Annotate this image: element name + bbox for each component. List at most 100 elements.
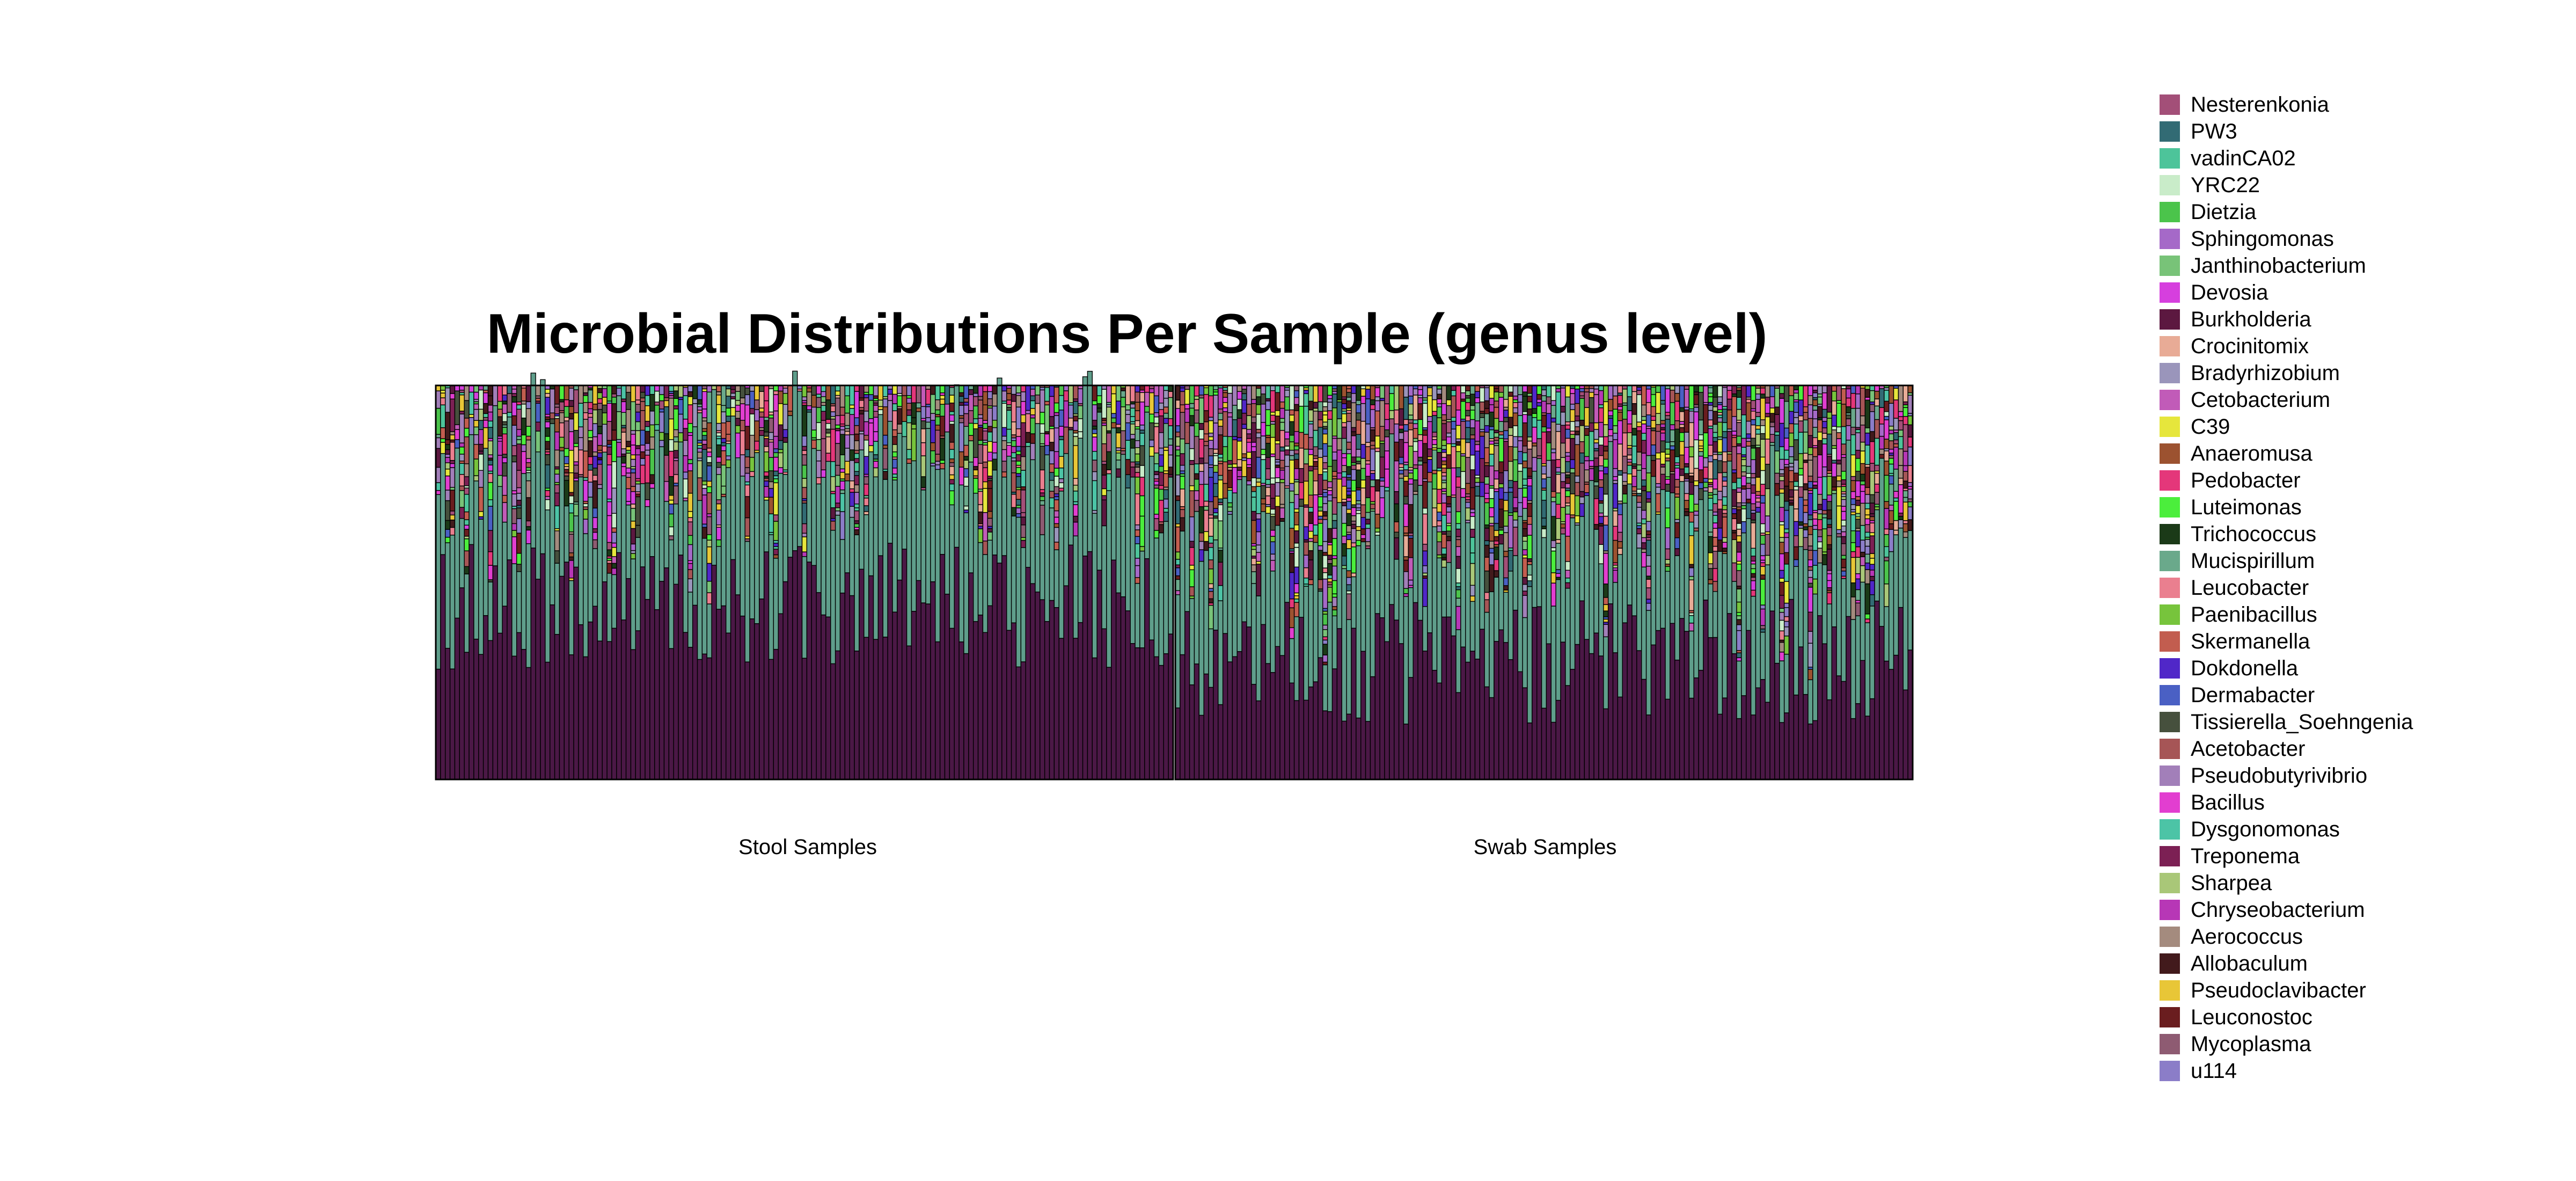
bar-segment [1255,519,1262,533]
bar-segment [1279,385,1285,403]
bar-segment [778,385,784,392]
bar-segment [987,426,993,433]
bar-segment [649,436,655,450]
bar-segment [1750,503,1757,511]
bar-segment [1636,507,1642,524]
bar-segment [1688,535,1694,565]
bar-segment [1246,464,1252,468]
bar-segment [1726,431,1732,453]
legend-swatch [2160,980,2180,1001]
bar-segment [1068,418,1074,428]
bar-segment [1236,437,1242,442]
bar-segment [1736,615,1742,620]
bar-segment [1636,522,1642,526]
bar-segment [1726,613,1732,780]
bar-segment [1517,451,1523,464]
bar-segment [449,463,456,468]
bar-segment [721,442,727,447]
bar-segment [1731,508,1737,514]
bar-segment [1327,481,1333,489]
bar-segment [1308,550,1314,560]
bar-segment [1555,388,1561,392]
bar-segment [1722,516,1728,538]
bar-segment [773,390,779,395]
bar-segment [782,473,788,582]
bar-segment [1783,385,1790,402]
bar-segment [1783,466,1790,487]
bar-segment [1465,402,1471,411]
bar-segment [740,385,745,398]
bar-segment [1603,636,1609,710]
bar-segment [854,425,860,435]
bar-segment [1898,429,1904,437]
bar-segment [1522,590,1528,596]
bar-segment [1498,543,1504,630]
bar-segment [1073,485,1079,492]
bar-segment [1422,565,1428,574]
bar-segment [597,488,603,641]
bar-segment [1446,432,1452,438]
bar-segment [1812,488,1818,511]
bar-segment [1546,643,1552,780]
bar-segment [649,393,655,412]
bar-segment [1360,479,1366,489]
bar-segment [616,552,622,780]
bar-segment [716,546,722,610]
bar-segment [706,385,712,392]
bar-segment [469,391,474,415]
bar-segment [868,385,874,395]
bar-segment [1208,466,1214,478]
bar-segment [740,430,745,455]
bar-segment [1693,677,1699,780]
bar-segment [1053,496,1059,500]
bar-segment [1469,552,1476,564]
bar-segment [1293,390,1300,398]
bar-segment [1541,478,1547,489]
bar-segment [1765,555,1770,565]
bar-segment [511,508,517,524]
bar-segment [1507,446,1514,462]
bar-segment [1698,419,1704,435]
bar-segment [825,399,831,420]
bar-segment [1479,629,1485,780]
bar-segment [930,581,936,780]
legend-label: Luteimonas [2191,495,2302,519]
bar-segment [792,550,798,780]
bar-segment [949,421,955,425]
bar-segment [968,435,974,441]
bar-segment [1374,396,1380,402]
bar-segment [1593,524,1599,530]
bar-segment [1603,446,1609,451]
bar-segment [1841,511,1847,521]
bar-segment [1408,677,1414,780]
bar-segment [830,418,836,430]
bar-segment [568,552,574,558]
bar-segment [716,438,722,446]
bar-segment [1251,446,1257,452]
bar-segment [687,521,693,536]
bar-segment [511,402,517,417]
bar-segment [1708,509,1714,533]
bar-segment [1850,557,1856,584]
bar-segment [1688,422,1694,447]
bar-segment [1198,471,1204,485]
bar-segment [1674,555,1680,661]
bar-segment [1527,502,1533,517]
bar-segment [706,456,712,463]
bar-segment [1365,528,1371,542]
bar-segment [1313,542,1319,682]
bar-segment [1855,589,1861,601]
bar-segment [768,497,774,514]
bar-segment [554,505,560,529]
bar-segment [1227,417,1233,437]
bar-segment [1645,389,1652,403]
bar-segment [1817,541,1823,549]
bar-segment [583,385,589,393]
bar-segment [1717,385,1723,397]
bar-segment [816,407,822,423]
bar-segment [1579,516,1585,601]
bar-segment [1006,428,1012,443]
bar-segment [1760,579,1766,606]
bar-segment [1855,530,1861,548]
bar-segment [1374,613,1380,780]
